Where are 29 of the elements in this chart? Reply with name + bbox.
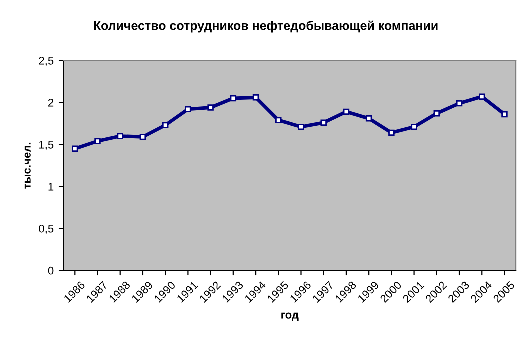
point <box>185 106 192 113</box>
point <box>72 146 78 152</box>
point <box>366 116 372 122</box>
point <box>343 108 350 116</box>
y-axis-title: тыс.чел. <box>24 142 31 189</box>
point <box>502 111 508 118</box>
chart-title: Количество сотрудников нефтедобывающей компании <box>94 20 438 33</box>
y-tick-label: 2,5 <box>39 56 54 66</box>
point <box>162 122 169 129</box>
point <box>230 95 237 102</box>
point <box>140 134 146 140</box>
y-tick-label: 1 <box>48 183 54 191</box>
y-tick-label: 0 <box>48 266 54 275</box>
point <box>94 138 101 144</box>
point <box>276 117 282 124</box>
y-tick-label: 1,5 <box>40 141 54 150</box>
point <box>117 133 124 140</box>
y-tick-label: 2 <box>48 98 54 107</box>
point <box>320 120 327 126</box>
point <box>298 124 304 130</box>
point <box>252 94 260 101</box>
y-tick-label: 0,5 <box>39 224 54 234</box>
point <box>411 124 418 130</box>
point <box>434 110 440 117</box>
point <box>208 104 214 111</box>
point <box>456 100 463 107</box>
point <box>388 130 395 136</box>
point <box>479 94 486 100</box>
x-axis-title: год <box>282 312 299 322</box>
